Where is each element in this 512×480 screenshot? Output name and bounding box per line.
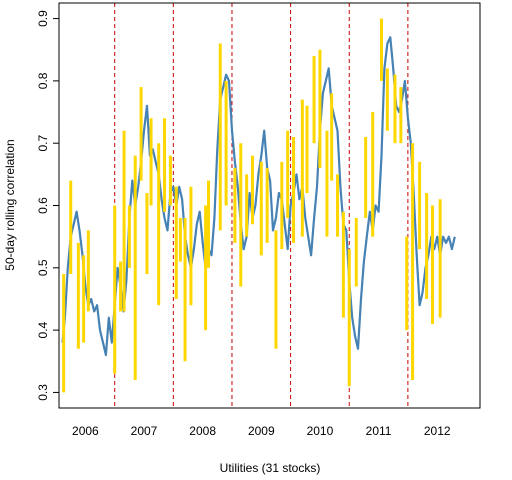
- x-year-label: 2009: [248, 424, 275, 438]
- x-year-label: 2007: [131, 424, 158, 438]
- y-tick-label: 0.8: [36, 72, 50, 89]
- correlation-line-layer: [61, 36, 456, 357]
- correlation-series-line: [61, 36, 456, 357]
- y-tick-label: 0.5: [36, 259, 50, 276]
- y-axis: 0.3 0.4 0.5 0.6 0.7 0.8 0.9: [36, 10, 59, 401]
- x-year-label: 2010: [307, 424, 334, 438]
- y-tick-label: 0.3: [36, 384, 50, 401]
- plot-frame: [58, 2, 481, 409]
- y-tick-label: 0.6: [36, 197, 50, 214]
- x-year-label: 2012: [424, 424, 451, 438]
- y-tick-label: 0.9: [36, 10, 50, 27]
- y-tick-label: 0.7: [36, 135, 50, 152]
- x-axis-title: Utilities (31 stocks): [220, 461, 321, 475]
- y-axis-title: 50-day rolling correlation: [3, 139, 17, 270]
- plot-area: [61, 3, 456, 408]
- range-bars-layer: [62, 18, 442, 393]
- y-tick-label: 0.4: [36, 321, 50, 338]
- x-year-label: 2006: [72, 424, 99, 438]
- x-year-label: 2008: [189, 424, 216, 438]
- x-axis: 2006 2007 2008 2009 2010 2011 2012: [72, 424, 451, 438]
- x-year-label: 2011: [366, 424, 392, 438]
